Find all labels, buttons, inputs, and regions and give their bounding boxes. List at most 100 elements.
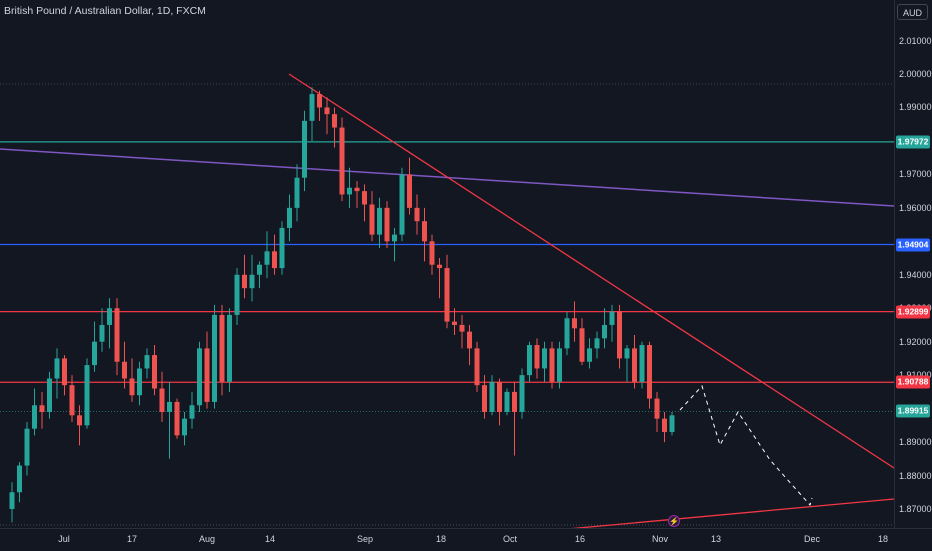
candle-body	[512, 391, 517, 412]
time-tick: 18	[877, 534, 888, 544]
candle-body	[99, 324, 105, 342]
candle-body	[294, 177, 300, 208]
candle-body	[84, 365, 90, 426]
candle-body	[557, 348, 562, 382]
candle-body	[47, 378, 52, 412]
candle-body	[587, 348, 592, 362]
time-tick: 13	[710, 534, 722, 544]
descending-trendline	[288, 73, 894, 469]
chart-area[interactable]	[0, 0, 894, 528]
price-level-label: 1.89915	[896, 404, 930, 418]
time-tick: 18	[435, 534, 447, 544]
price-scale[interactable]	[894, 0, 932, 528]
candle-body	[189, 405, 195, 419]
candle-body	[377, 207, 382, 235]
candle-body	[92, 341, 97, 366]
candle-body	[602, 324, 607, 339]
candle-body	[609, 311, 615, 325]
candle-body	[399, 174, 405, 235]
currency-button[interactable]: AUD	[897, 4, 928, 20]
price-level-label: 1.92899	[896, 305, 930, 319]
candle-body	[279, 227, 285, 269]
time-scale[interactable]	[0, 528, 932, 551]
price-tick: 1.97000	[899, 169, 932, 180]
candle-body	[534, 345, 540, 369]
candle-body	[69, 385, 75, 416]
candle-body	[324, 107, 330, 115]
candle-body	[519, 375, 525, 412]
candle-body	[122, 361, 127, 379]
candle-body	[264, 251, 270, 265]
candle-body	[407, 174, 412, 208]
candle-body	[197, 348, 202, 406]
candle-body	[317, 94, 322, 108]
price-tick: 1.88000	[899, 470, 932, 481]
candle-body	[579, 328, 585, 362]
time-tick: 14	[264, 534, 276, 544]
candle-body	[167, 401, 172, 412]
candle-body	[437, 264, 442, 269]
candle-body	[152, 355, 157, 389]
price-tick: 1.92000	[899, 336, 932, 347]
candle-body	[497, 381, 502, 412]
candle-body	[669, 415, 675, 433]
ascending-trendline	[571, 498, 894, 528]
price-level-label: 1.97972	[896, 135, 930, 149]
candle-body	[129, 378, 135, 396]
candle-body	[474, 348, 480, 386]
candle-body	[272, 251, 277, 269]
candle-body	[467, 331, 472, 349]
candle-body	[137, 368, 142, 396]
lightning-icon[interactable]: ⚡	[668, 515, 680, 527]
candle-body	[639, 345, 645, 382]
time-tick: Aug	[198, 534, 216, 544]
candle-body	[234, 274, 240, 315]
candle-body	[542, 348, 547, 369]
candle-body	[504, 391, 510, 412]
time-tick: Oct	[502, 534, 518, 544]
candle-body	[17, 465, 22, 493]
price-tick: 2.00000	[899, 69, 932, 79]
candle-body	[107, 308, 112, 325]
candle-body	[347, 187, 352, 195]
candle-body	[414, 207, 420, 222]
candle-body	[39, 405, 45, 412]
time-tick: Dec	[803, 534, 821, 544]
candle-body	[9, 492, 15, 509]
candle-body	[212, 314, 217, 402]
candle-body	[459, 324, 465, 332]
time-tick: Jul	[58, 534, 70, 544]
candle-body	[182, 418, 187, 436]
candle-body	[77, 415, 82, 426]
candle-body	[219, 314, 225, 382]
candle-body	[144, 355, 150, 369]
candle-body	[647, 345, 652, 399]
candle-body	[227, 314, 232, 382]
candle-body	[242, 274, 247, 289]
candle-body	[32, 405, 37, 429]
candle-body	[392, 234, 397, 242]
candle-body	[62, 358, 67, 386]
price-tick: 1.87000	[899, 504, 932, 514]
candle-body	[527, 345, 532, 376]
time-tick: Sep	[356, 534, 374, 544]
candle-body	[24, 428, 30, 466]
candle-body	[174, 401, 180, 436]
candle-body	[332, 114, 337, 128]
candle-body	[362, 191, 367, 205]
candle-body	[594, 338, 600, 349]
candle-body	[114, 308, 120, 362]
candle-body	[249, 274, 255, 289]
candle-body	[549, 348, 555, 382]
candle-body	[572, 318, 577, 329]
price-level-label: 1.90788	[896, 375, 930, 389]
candle-body	[662, 418, 667, 433]
candle-body	[257, 264, 262, 275]
candle-body	[624, 348, 630, 359]
candle-body	[204, 348, 210, 402]
candle-body	[354, 187, 360, 192]
price-chart[interactable]	[0, 0, 894, 528]
projection-path	[679, 385, 813, 507]
candle-body	[564, 318, 570, 349]
price-level-label: 1.94904	[896, 238, 930, 252]
